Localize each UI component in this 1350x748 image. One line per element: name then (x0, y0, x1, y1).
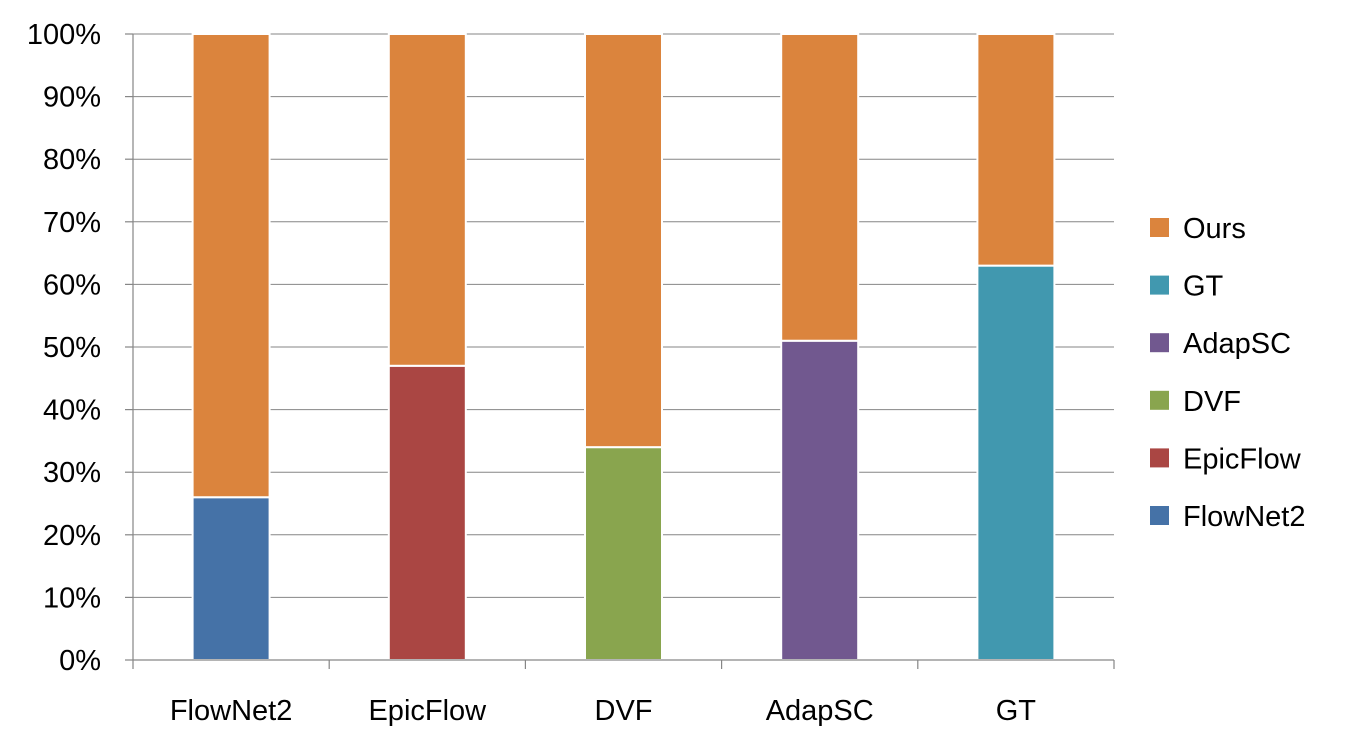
legend: Ours GT AdapSC DVF EpicFlow FlowNet2 (1150, 213, 1306, 533)
y-tick-label: 90% (43, 82, 101, 114)
legend-swatch (1150, 506, 1169, 525)
y-tick-label: 60% (43, 269, 101, 301)
legend-item-flownet2: FlowNet2 (1150, 501, 1306, 533)
y-tick-label: 40% (43, 395, 101, 427)
y-tick-label: 50% (43, 332, 101, 364)
legend-swatch (1150, 390, 1169, 410)
legend-swatch (1150, 275, 1169, 295)
x-tick-label: AdapSC (766, 695, 874, 727)
bar-dvf-ours (584, 33, 663, 449)
x-tick-label: FlowNet2 (170, 695, 293, 727)
bar-epicflow-ours (387, 33, 467, 367)
y-tick-label: 80% (43, 144, 101, 176)
bar-adapsc-adapsc (780, 339, 860, 661)
bar-adapsc-ours (780, 33, 860, 342)
legend-label: AdapSC (1183, 328, 1291, 360)
legend-item-gt: GT (1150, 271, 1224, 303)
bar-dvf-dvf (584, 446, 663, 661)
axes (125, 33, 1115, 669)
y-tick-label: 100% (27, 19, 101, 51)
legend-item-adapsc: AdapSC (1150, 328, 1291, 360)
x-tick-label: EpicFlow (368, 695, 487, 727)
legend-item-epicflow: EpicFlow (1150, 443, 1302, 475)
bar-gt-gt (976, 264, 1056, 661)
y-tick-label: 10% (43, 582, 101, 614)
legend-label: FlowNet2 (1183, 501, 1306, 533)
y-tick-label: 70% (43, 207, 101, 239)
legend-label: GT (1183, 271, 1224, 303)
bar-epicflow-epicflow (387, 364, 467, 661)
y-tick-label: 30% (43, 457, 101, 489)
x-tick-labels: FlowNet2 EpicFlow DVF AdapSC GT (170, 695, 1036, 727)
legend-label: DVF (1183, 386, 1241, 418)
bar-flownet2-ours (191, 33, 271, 499)
legend-item-ours: Ours (1150, 213, 1246, 245)
legend-swatch (1150, 448, 1169, 468)
legend-item-dvf: DVF (1150, 386, 1241, 418)
y-tick-label: 20% (43, 520, 101, 552)
x-tick-label: GT (996, 695, 1037, 727)
bar-flownet2-flownet2 (191, 496, 271, 661)
legend-label: EpicFlow (1183, 443, 1302, 475)
legend-label: Ours (1183, 213, 1246, 245)
legend-swatch (1150, 218, 1169, 237)
y-tick-labels: 0% 10% 20% 30% 40% 50% 60% 70% 80% 90% 100% (27, 19, 101, 677)
y-tick-label: 0% (59, 645, 101, 677)
bar-gt-ours (976, 33, 1056, 267)
legend-swatch (1150, 333, 1169, 353)
x-tick-label: DVF (595, 695, 653, 727)
